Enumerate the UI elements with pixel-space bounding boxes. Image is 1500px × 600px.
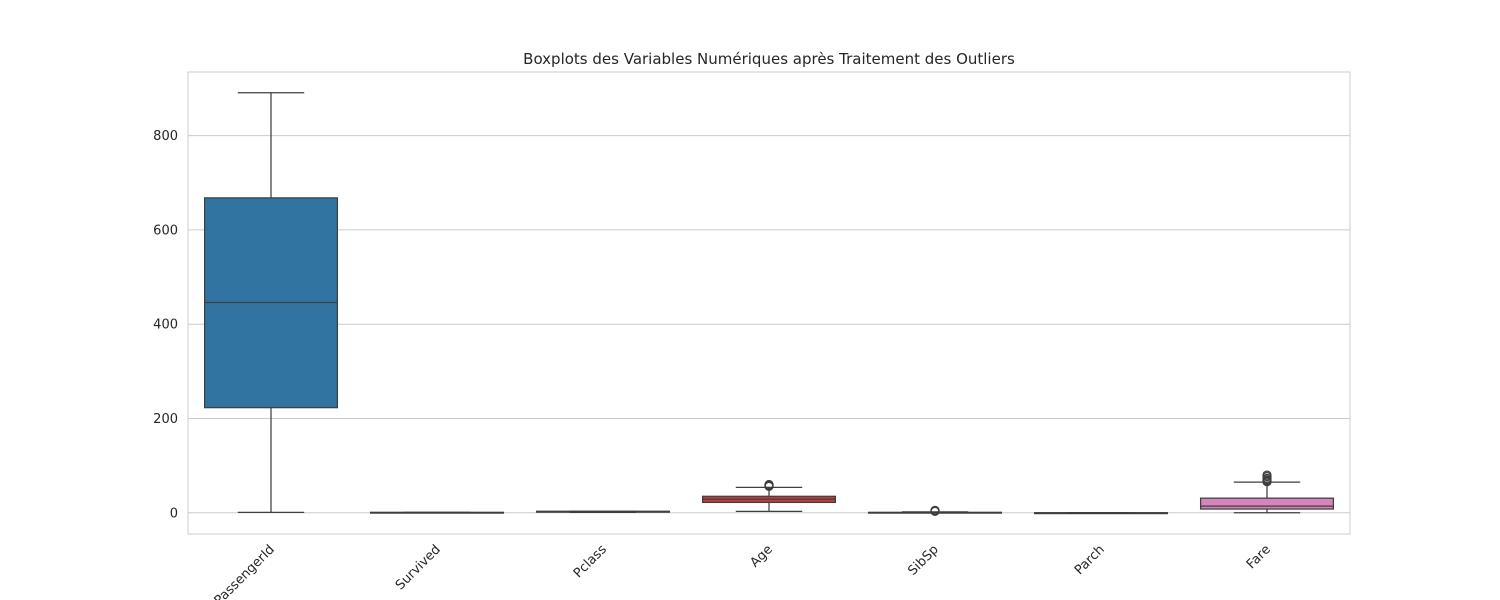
x-axis-tick-labels: PassengerId Survived Pclass Age SibSp Parch Fa… [212, 542, 1274, 600]
x-tick-label: Parch [1072, 542, 1108, 578]
chart-title: Boxplots des Variables Numériques après … [523, 50, 1015, 68]
box-series [203, 92, 1335, 516]
y-tick-label: 0 [170, 506, 178, 521]
box-passengerid [203, 92, 339, 513]
outlier-point [1262, 470, 1272, 480]
x-tick-label: Fare [1244, 542, 1274, 572]
y-axis-tick-labels: 0 200 400 600 800 [153, 129, 178, 521]
box-survived [369, 511, 505, 514]
box-pclass [535, 510, 671, 513]
outlier-point [930, 505, 940, 516]
y-tick-label: 800 [153, 129, 178, 144]
x-tick-label: SibSp [905, 542, 942, 579]
y-tick-label: 400 [153, 318, 178, 333]
y-tick-label: 200 [153, 412, 178, 427]
box-age [701, 479, 837, 512]
x-tick-label: Age [747, 542, 775, 570]
x-tick-label: Pclass [571, 542, 610, 581]
x-tick-label: Survived [393, 542, 444, 593]
box-iqr [1199, 497, 1335, 510]
box-fare [1199, 470, 1335, 514]
plot-frame [187, 71, 1351, 535]
box-parch [1033, 512, 1169, 515]
outlier-point [764, 479, 774, 490]
y-tick-label: 600 [153, 223, 178, 238]
box-sibsp [867, 505, 1003, 516]
x-tick-label: PassengerId [212, 542, 278, 600]
grid-lines [188, 135, 1350, 514]
